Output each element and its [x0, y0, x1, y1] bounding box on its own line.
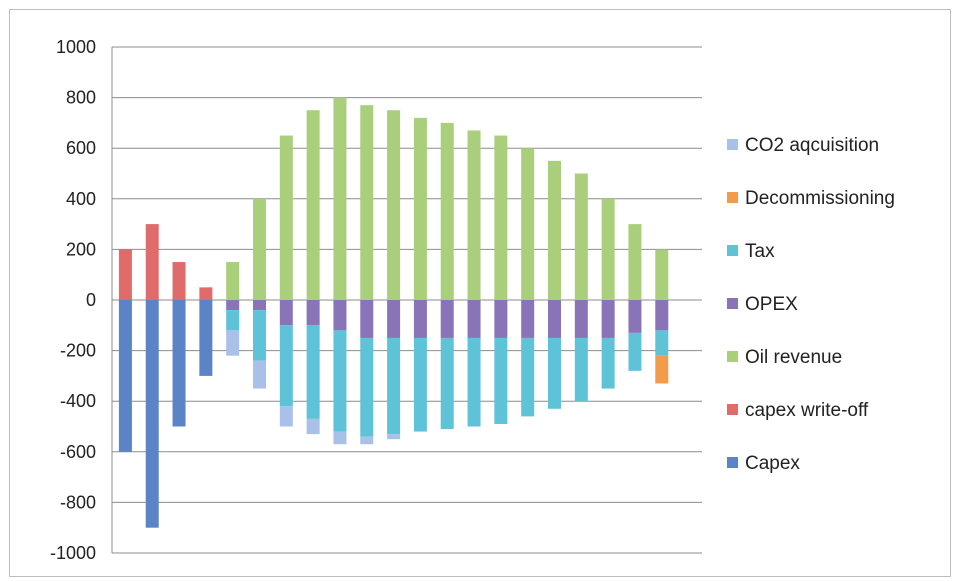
bar-segment — [494, 300, 508, 338]
legend: CO2 aqcuisition Decommissioning Tax OPEX Oil… — [727, 135, 895, 474]
bar-segment — [333, 97, 347, 300]
y-tick-label: 1000 — [56, 37, 96, 57]
y-tick-label: 200 — [66, 239, 96, 259]
y-tick-label: -800 — [60, 492, 96, 512]
bar-segment — [279, 325, 293, 407]
bar-segment — [655, 330, 669, 356]
legend-label: Oil revenue — [745, 347, 842, 368]
legend-swatch — [727, 298, 738, 309]
legend-label: capex write-off — [745, 400, 869, 421]
bar-segment — [467, 300, 481, 338]
bar-segment — [172, 262, 186, 300]
legend-swatch — [727, 351, 738, 362]
bar-segment — [574, 337, 588, 402]
y-tick-label: -200 — [60, 341, 96, 361]
bar-segment — [440, 337, 454, 430]
bar-segment — [467, 337, 481, 427]
bar-segment — [601, 300, 615, 338]
bar-segment — [387, 300, 401, 338]
bar-segment — [226, 300, 240, 311]
bar-segment — [440, 300, 454, 338]
bar-segment — [521, 300, 535, 338]
legend-swatch — [727, 404, 738, 415]
bar-segment — [440, 122, 454, 301]
bar-segment — [494, 337, 508, 424]
bar-segment — [253, 360, 266, 389]
bar-segment — [253, 198, 266, 300]
bar-segment — [655, 249, 669, 300]
y-tick-label: 600 — [66, 138, 96, 158]
bar-segment — [306, 418, 320, 435]
bar-segment — [226, 310, 240, 331]
bar-segment — [145, 300, 159, 528]
bar-segment — [199, 287, 213, 300]
bar-segment — [279, 300, 293, 326]
y-tick-label: 800 — [66, 88, 96, 108]
bar-segment — [226, 262, 240, 300]
bar-segment — [574, 300, 588, 338]
bar-segment — [172, 300, 186, 427]
bar-segment — [360, 436, 374, 445]
bar-segment — [521, 148, 535, 300]
y-tick-label: -1000 — [50, 543, 96, 563]
bar-segment — [548, 337, 561, 409]
legend-label: Capex — [745, 453, 800, 474]
legend-label: Decommissioning — [745, 188, 895, 209]
legend-swatch — [727, 245, 738, 256]
bar-segment — [628, 300, 642, 333]
bar-segment — [279, 135, 293, 300]
bar-segment — [253, 300, 266, 311]
legend-swatch — [727, 457, 738, 468]
bar-segment — [333, 300, 347, 331]
bars — [118, 97, 669, 528]
bar-segment — [548, 160, 561, 300]
bar-segment — [360, 300, 374, 338]
bar-segment — [360, 337, 374, 437]
bar-segment — [655, 355, 669, 384]
legend-swatch — [727, 192, 738, 203]
y-tick-label: 0 — [86, 290, 96, 310]
bar-segment — [601, 198, 615, 300]
bar-segment — [521, 337, 535, 417]
bar-segment — [628, 224, 642, 300]
bar-segment — [628, 332, 642, 371]
bar-segment — [387, 337, 401, 435]
y-axis-ticks: 1000 800 600 400 200 0 -200 -400 -600 -800 -1000 — [50, 37, 96, 563]
legend-label: OPEX — [745, 294, 798, 315]
bar-segment — [413, 337, 427, 432]
bar-segment — [306, 110, 320, 300]
bar-segment — [655, 300, 669, 331]
legend-label: Tax — [745, 241, 775, 262]
bar-segment — [333, 431, 347, 445]
bar-segment — [145, 224, 159, 300]
bar-segment — [574, 173, 588, 300]
bar-segment — [279, 406, 293, 427]
bar-segment — [387, 110, 401, 300]
bar-segment — [387, 434, 401, 440]
bar-segment — [118, 249, 132, 300]
legend-label: CO2 aqcuisition — [745, 135, 879, 156]
bar-segment — [333, 330, 347, 432]
y-tick-label: 400 — [66, 189, 96, 209]
bar-segment — [413, 300, 427, 338]
bar-segment — [548, 300, 561, 338]
bar-segment — [226, 330, 240, 356]
bar-segment — [494, 135, 508, 300]
bar-segment — [199, 300, 213, 376]
bar-segment — [118, 300, 132, 452]
bar-segment — [306, 325, 320, 419]
bar-segment — [253, 310, 266, 361]
bar-segment — [413, 117, 427, 300]
bar-segment — [601, 337, 615, 389]
y-tick-label: -600 — [60, 442, 96, 462]
legend-swatch — [727, 139, 738, 150]
bar-segment — [306, 300, 320, 326]
bar-segment — [467, 130, 481, 300]
bar-segment — [360, 105, 374, 300]
y-tick-label: -400 — [60, 391, 96, 411]
